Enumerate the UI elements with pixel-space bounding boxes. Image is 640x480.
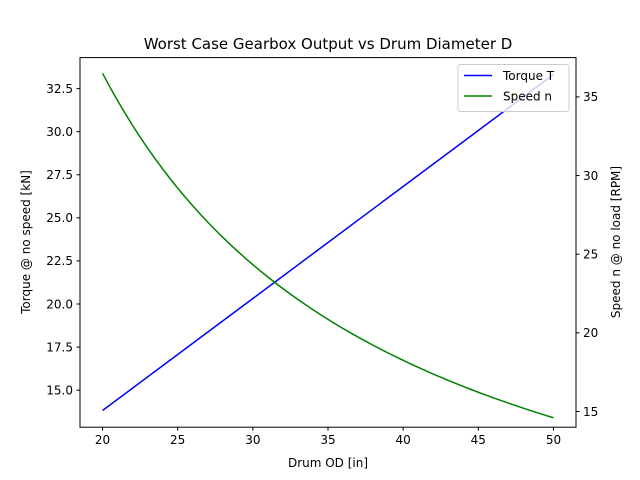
x-tick-label: 25 — [170, 433, 185, 447]
right-y-tick-label: 35 — [583, 90, 598, 104]
series-line-speed — [101, 72, 554, 419]
left-y-axis: 15.0 17.5 20.0 22.5 25.0 27.5 30.0 32.5 — [46, 82, 80, 397]
left-y-tick-label: 15.0 — [46, 383, 73, 397]
left-y-tick-label: 25.0 — [46, 211, 73, 225]
x-tick-label: 50 — [546, 433, 561, 447]
chart-title: Worst Case Gearbox Output vs Drum Diamet… — [144, 35, 513, 53]
left-y-tick-label: 30.0 — [46, 125, 73, 139]
left-y-tick-label: 27.5 — [46, 168, 73, 182]
right-y-tick-label: 20 — [583, 326, 598, 340]
left-y-tick-label: 22.5 — [46, 254, 73, 268]
series-layer — [101, 72, 554, 419]
right-y-tick-label: 30 — [583, 169, 598, 183]
right-y-axis: 15 20 25 30 35 — [576, 90, 598, 419]
left-y-axis-label: Torque @ no speed [kN] — [19, 170, 33, 315]
legend-label: Torque T — [502, 69, 555, 83]
series-line-torque — [102, 73, 554, 412]
x-tick-label: 20 — [95, 433, 110, 447]
x-axis: 20 25 30 35 40 45 50 — [95, 427, 561, 447]
legend-label: Speed n — [503, 89, 552, 103]
right-y-axis-label: Speed n @ no load [RPM] — [609, 166, 623, 318]
x-tick-label: 45 — [471, 433, 486, 447]
right-y-tick-label: 15 — [583, 405, 598, 419]
x-tick-label: 35 — [320, 433, 335, 447]
x-tick-label: 40 — [396, 433, 411, 447]
x-axis-label: Drum OD [in] — [288, 456, 368, 470]
left-y-tick-label: 32.5 — [46, 82, 73, 96]
left-y-tick-label: 17.5 — [46, 340, 73, 354]
legend: Torque T Speed n — [457, 64, 570, 112]
left-y-tick-label: 20.0 — [46, 297, 73, 311]
x-tick-label: 30 — [245, 433, 260, 447]
right-y-tick-label: 25 — [583, 247, 598, 261]
